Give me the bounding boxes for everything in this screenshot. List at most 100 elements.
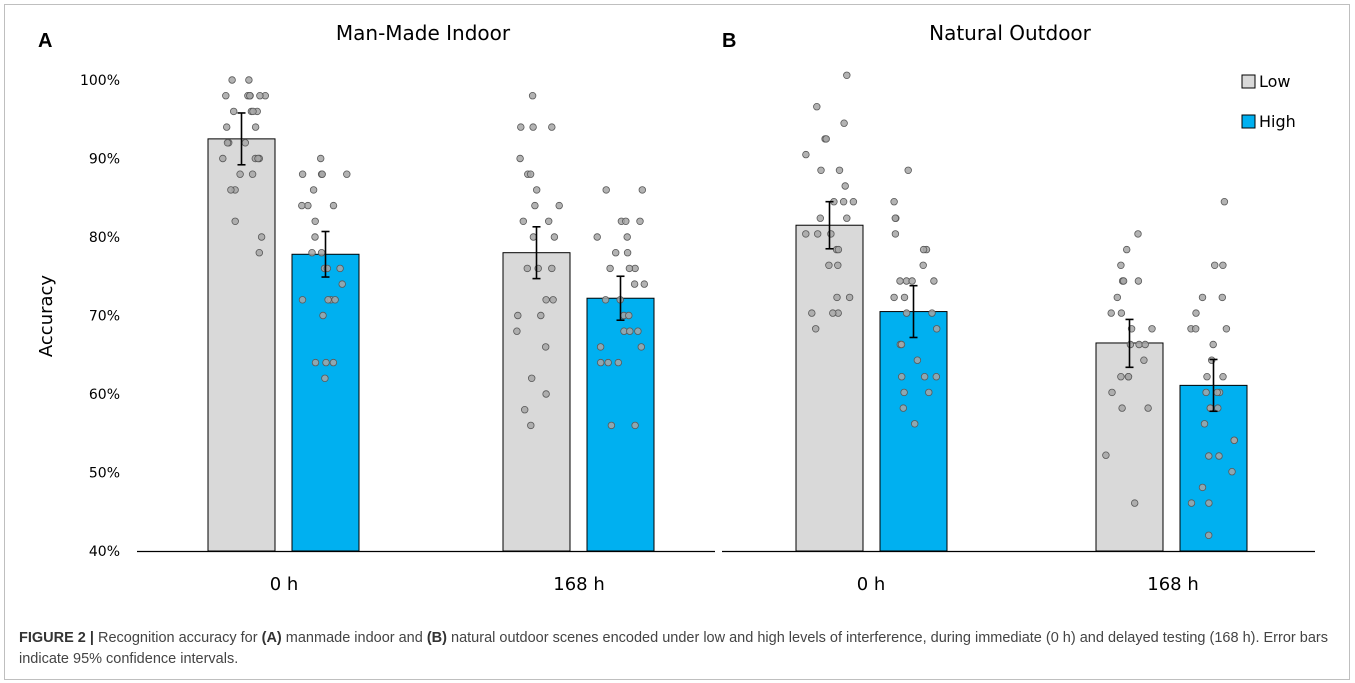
data-point: [816, 214, 824, 222]
data-point: [822, 135, 830, 143]
data-point: [827, 230, 835, 238]
data-point: [227, 186, 235, 194]
data-point: [814, 230, 822, 238]
data-point: [528, 91, 537, 100]
caption-text-1: Recognition accuracy for: [93, 630, 262, 646]
data-point: [531, 201, 539, 210]
data-point: [1187, 499, 1196, 507]
data-point: [1222, 325, 1231, 333]
data-point: [517, 123, 525, 131]
data-point: [636, 217, 644, 225]
x-tick-label: 168 h: [1147, 574, 1199, 595]
data-point: [1108, 388, 1116, 397]
data-point: [249, 107, 257, 116]
data-point: [900, 388, 908, 397]
data-point: [246, 91, 254, 100]
data-point: [542, 343, 550, 351]
data-point: [514, 311, 522, 320]
bar-low: [207, 138, 276, 552]
bar-high: [1179, 384, 1248, 552]
data-point: [1205, 452, 1213, 460]
data-point: [317, 248, 326, 257]
figure-frame: [4, 4, 1350, 680]
data-point: [840, 119, 848, 127]
data-point: [625, 264, 634, 273]
panel-b-letter: B: [722, 30, 736, 52]
data-point: [802, 150, 810, 159]
data-point: [596, 343, 605, 351]
data-point: [248, 170, 257, 178]
data-point: [229, 107, 238, 116]
data-point: [1206, 404, 1214, 412]
caption-ref-b: (B): [426, 630, 447, 646]
data-point: [222, 123, 231, 131]
data-point: [607, 421, 616, 430]
data-point: [1191, 325, 1200, 333]
data-point: [548, 264, 556, 273]
legend-swatch-low: [1241, 74, 1256, 89]
bar-low: [795, 224, 864, 552]
data-point: [829, 309, 837, 317]
data-point: [545, 217, 553, 225]
data-point: [919, 261, 927, 269]
data-point: [1220, 197, 1229, 206]
data-point: [897, 340, 906, 349]
x-tick-label: 0 h: [857, 574, 886, 595]
data-point: [637, 343, 645, 351]
data-point: [549, 296, 557, 304]
data-point: [849, 197, 858, 206]
data-point: [1228, 468, 1236, 476]
data-point: [236, 170, 244, 178]
data-point: [528, 374, 536, 382]
data-point: [1192, 309, 1200, 317]
data-point: [311, 217, 319, 225]
data-point: [336, 264, 344, 273]
panel-a-letter: A: [38, 30, 52, 52]
data-point: [843, 214, 851, 222]
data-point: [604, 358, 612, 367]
figure-caption: FIGURE 2 | Recognition accuracy for (A) …: [19, 628, 1329, 670]
data-point: [550, 233, 559, 241]
data-point: [298, 170, 307, 178]
data-point: [537, 311, 545, 320]
data-point: [802, 230, 810, 238]
data-point: [1144, 404, 1152, 412]
data-point: [1130, 499, 1139, 507]
data-point: [891, 214, 899, 222]
data-point: [228, 76, 236, 84]
caption-ref-a: (A): [261, 630, 282, 646]
data-point: [527, 421, 535, 430]
data-point: [834, 245, 843, 254]
data-point: [1122, 245, 1131, 254]
data-point: [311, 358, 320, 367]
data-point: [631, 421, 639, 430]
data-point: [521, 406, 529, 414]
data-point: [1117, 261, 1125, 269]
data-point: [626, 327, 634, 335]
data-point: [925, 388, 933, 397]
data-point: [222, 91, 230, 100]
panel-b: B Natural Outdoor 0 h 168 h Low High: [722, 21, 1315, 595]
data-point: [813, 102, 821, 111]
bar-high: [879, 311, 948, 552]
data-point: [309, 186, 318, 194]
data-point: [542, 296, 550, 304]
panel-a: A Man-Made Indoor Accuracy 40% 50% 60% 70% 8…: [36, 21, 715, 595]
data-point: [542, 390, 550, 398]
data-point: [602, 186, 610, 194]
data-point: [898, 373, 906, 381]
data-point: [900, 293, 909, 302]
data-point: [1117, 373, 1125, 381]
data-point: [812, 325, 820, 333]
data-point: [817, 166, 825, 174]
caption-text-3: natural outdoor scenes encoded under low…: [19, 630, 1328, 667]
data-point: [526, 170, 535, 178]
data-point: [843, 71, 851, 79]
legend-label-high: High: [1259, 112, 1296, 131]
data-point: [331, 296, 339, 304]
data-point: [630, 280, 639, 288]
data-point: [890, 293, 898, 302]
data-point: [338, 280, 346, 288]
data-point: [241, 139, 249, 147]
caption-text-2: manmade indoor and: [281, 630, 427, 646]
